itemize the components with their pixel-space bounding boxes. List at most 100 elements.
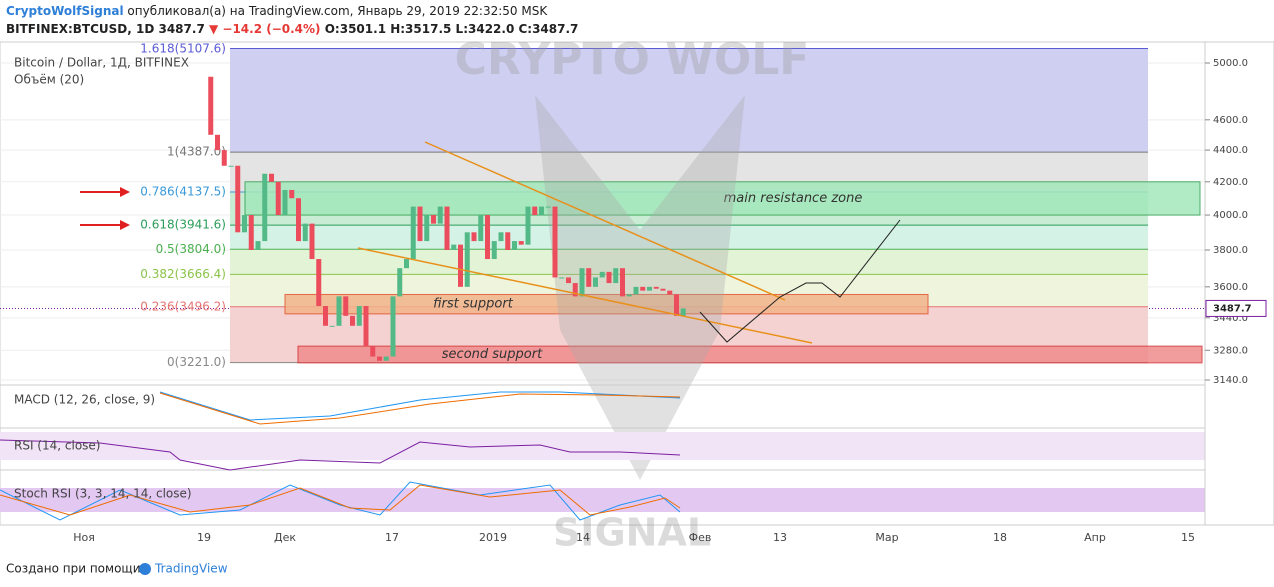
candle bbox=[383, 356, 389, 361]
y-tick-label: 4400.0 bbox=[1213, 145, 1248, 156]
fib-label: 1(4387.0) bbox=[167, 145, 226, 159]
candle bbox=[606, 271, 612, 284]
y-tick-label: 5000.0 bbox=[1213, 58, 1248, 69]
zone-label: first support bbox=[433, 297, 514, 312]
candle bbox=[390, 296, 396, 357]
candle bbox=[566, 277, 571, 284]
candle bbox=[302, 223, 308, 242]
candle bbox=[350, 315, 355, 326]
candle bbox=[586, 268, 592, 287]
candle bbox=[539, 206, 544, 216]
candle bbox=[269, 173, 274, 182]
y-axis: 5000.0 4600.0 4400.0 4200.0 4000.0 3800.0 3600… bbox=[1205, 58, 1267, 386]
candle bbox=[316, 259, 322, 307]
arrowhead bbox=[120, 187, 130, 197]
author[interactable]: CryptoWolfSignal bbox=[6, 4, 124, 18]
candle bbox=[275, 181, 281, 216]
candle bbox=[660, 288, 666, 291]
watermark-bottom: SIGNAL bbox=[553, 511, 711, 555]
x-tick-label: 17 bbox=[385, 531, 399, 544]
candle bbox=[248, 215, 254, 251]
candle bbox=[458, 244, 463, 287]
rsi-band bbox=[0, 432, 1205, 460]
x-tick-label: 2019 bbox=[479, 531, 507, 544]
candle bbox=[485, 215, 490, 260]
signal-line bbox=[159, 392, 681, 425]
symbol-line: BITFINEX:BTCUSD, 1D 3487.7 ▼ −14.2 (−0.4… bbox=[6, 22, 578, 36]
footer-brand[interactable]: TradingView bbox=[154, 562, 228, 576]
candle bbox=[532, 206, 538, 216]
candle bbox=[208, 76, 214, 135]
candle bbox=[296, 198, 301, 242]
x-tick-label: 14 bbox=[576, 531, 590, 544]
candle bbox=[512, 241, 517, 251]
fib-label: 0.236(3496.2) bbox=[140, 299, 226, 313]
price-axis bbox=[1204, 41, 1274, 526]
trend-line bbox=[424, 141, 786, 301]
candle bbox=[370, 346, 376, 357]
candle bbox=[647, 286, 652, 291]
candle bbox=[437, 206, 443, 224]
candle bbox=[674, 294, 679, 316]
candle bbox=[478, 215, 484, 242]
candle bbox=[518, 241, 524, 245]
candle bbox=[525, 206, 531, 245]
candle bbox=[377, 356, 382, 361]
candle bbox=[653, 286, 659, 289]
indicator-label: Stoch RSI (3, 3, 14, 14, close) bbox=[14, 487, 192, 501]
fib-label: 0.5(3804.0) bbox=[156, 242, 226, 256]
candle bbox=[323, 306, 328, 326]
candle bbox=[363, 306, 369, 347]
fib-band bbox=[230, 48, 1148, 153]
zone bbox=[284, 293, 929, 315]
candle bbox=[593, 277, 598, 287]
candle bbox=[228, 165, 234, 167]
candle bbox=[680, 308, 686, 316]
stoch-d bbox=[0, 484, 681, 516]
wolf-logo bbox=[535, 95, 745, 480]
x-tick-label: Дек bbox=[274, 531, 296, 544]
candle bbox=[444, 206, 450, 251]
zone-label: main resistance zone bbox=[724, 191, 863, 206]
candle bbox=[667, 290, 673, 295]
candle bbox=[221, 150, 227, 166]
fib-label: 0.618(3941.6) bbox=[140, 218, 226, 232]
candle bbox=[626, 294, 632, 297]
candle bbox=[464, 232, 470, 287]
fib-label: 0.382(3666.4) bbox=[140, 267, 226, 281]
y-tick-label: 4200.0 bbox=[1213, 177, 1248, 188]
candle bbox=[451, 244, 457, 251]
candle bbox=[397, 268, 403, 297]
change: ▼ −14.2 (−0.4%) bbox=[208, 22, 321, 36]
candle bbox=[242, 215, 247, 233]
rsi-line bbox=[0, 439, 681, 471]
x-tick-label: Мар bbox=[875, 531, 898, 544]
y-tick-label: 3800.0 bbox=[1213, 245, 1248, 256]
footer-text: Создано при помощи bbox=[6, 562, 141, 576]
fib-label: 0(3221.0) bbox=[167, 355, 226, 369]
x-tick-label: 19 bbox=[197, 531, 211, 544]
candle bbox=[505, 232, 511, 251]
tv-logo bbox=[139, 563, 151, 575]
candle bbox=[552, 206, 558, 278]
watermark: CRYPTO WOLF SIGNAL bbox=[455, 34, 810, 555]
price-tag: 3487.7 bbox=[1213, 303, 1252, 314]
candle bbox=[255, 241, 261, 251]
y-tick-label: 3140.0 bbox=[1213, 375, 1248, 386]
y-tick-label: 3440.0 bbox=[1213, 313, 1248, 324]
ohlc: O:3501.1 H:3517.5 L:3422.0 C:3487.7 bbox=[324, 22, 579, 36]
candle bbox=[410, 206, 416, 260]
path-arrow bbox=[699, 219, 901, 343]
drawings bbox=[80, 141, 901, 344]
zone-label: second support bbox=[442, 347, 543, 362]
y-tick-label: 4000.0 bbox=[1213, 210, 1248, 221]
candle bbox=[417, 206, 423, 242]
indicators: MACD (12, 26, close, 9)0.0000RSI (14, cl… bbox=[14, 389, 1261, 527]
zone bbox=[244, 181, 1201, 216]
candle bbox=[491, 241, 497, 260]
candle bbox=[235, 165, 241, 233]
candle bbox=[404, 259, 409, 269]
candle bbox=[613, 268, 619, 284]
